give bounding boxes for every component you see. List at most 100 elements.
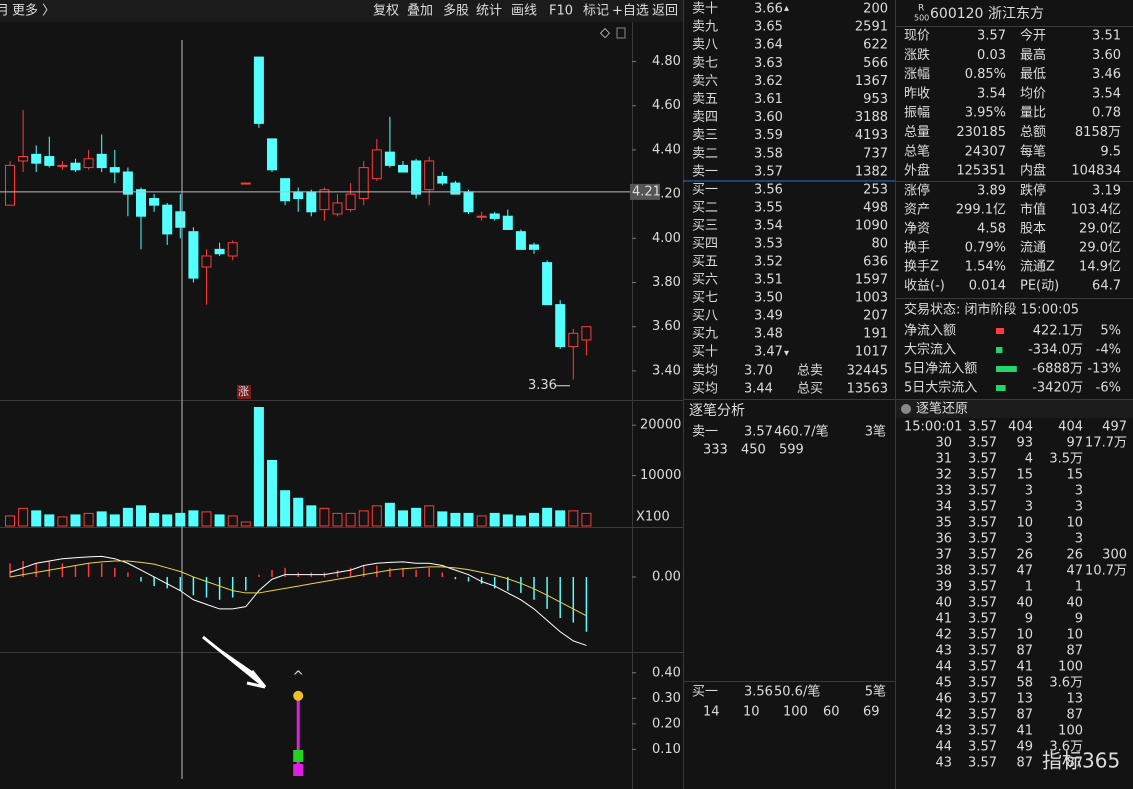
volume-bar bbox=[555, 510, 566, 527]
quote-value: 8158万 bbox=[1075, 125, 1121, 140]
trade-time: 44 bbox=[935, 740, 952, 755]
volume-bar bbox=[515, 515, 526, 527]
volume-bar bbox=[227, 515, 238, 527]
bid-volume: 207 bbox=[863, 309, 888, 324]
bid-label: 买十 bbox=[692, 345, 718, 360]
trade-price: 3.57 bbox=[968, 532, 997, 547]
toolbar-item[interactable]: F10 bbox=[549, 4, 573, 19]
candle-body bbox=[162, 204, 173, 235]
bid-volume: 498 bbox=[863, 201, 888, 216]
crosshair-label: 4.21 bbox=[632, 184, 661, 199]
trade-time: 46 bbox=[935, 692, 952, 707]
bid-price: 3.48 bbox=[754, 327, 783, 342]
quote-value: 3.89 bbox=[977, 184, 1006, 199]
volume-bar bbox=[358, 510, 369, 527]
quote-label: 今开 bbox=[1020, 28, 1046, 44]
volume-bar bbox=[319, 507, 330, 527]
trade-group: 3.5万 bbox=[1049, 452, 1083, 467]
ask-label: 卖十 bbox=[692, 2, 718, 17]
quote-badge: R bbox=[918, 4, 924, 14]
ask-price: 3.64 bbox=[754, 38, 783, 53]
quote-value: 3.51 bbox=[1092, 29, 1121, 44]
toolbar-item[interactable]: 统计 bbox=[476, 4, 502, 19]
bid-price: 3.47 bbox=[754, 345, 783, 360]
bid-label: 买二 bbox=[692, 201, 718, 216]
ask-price: 3.58 bbox=[754, 146, 783, 161]
bid-volume: 191 bbox=[863, 327, 888, 342]
volume-bar bbox=[96, 511, 107, 527]
candle-body bbox=[122, 171, 133, 195]
quote-value: 3.95% bbox=[965, 106, 1006, 121]
bid-arrow: ▾ bbox=[784, 348, 789, 359]
quote-label: 总量 bbox=[904, 125, 930, 140]
quote-value: 29.0亿 bbox=[1079, 222, 1121, 237]
ask-label: 卖四 bbox=[692, 110, 718, 125]
analysis-avg: 50.6/笔 bbox=[774, 684, 820, 700]
quote-value: 4.58 bbox=[977, 222, 1006, 237]
quote-label: 股本 bbox=[1020, 222, 1046, 237]
toolbar-bg bbox=[0, 0, 683, 22]
candle-body bbox=[293, 191, 304, 200]
toolbar-item[interactable]: 更多 〉 bbox=[12, 3, 55, 19]
y-tick-label: 4.00 bbox=[652, 231, 681, 246]
toolbar-item[interactable]: 画线 bbox=[511, 4, 537, 19]
trade-price: 3.57 bbox=[968, 420, 997, 435]
toolbar-item[interactable]: 复权 bbox=[373, 3, 399, 19]
candle-body bbox=[214, 248, 225, 255]
trade-volume: 93 bbox=[1016, 436, 1033, 451]
flow-bar bbox=[996, 347, 1003, 353]
trade-volume: 49 bbox=[1016, 740, 1033, 755]
ask-arrow: ▴ bbox=[784, 3, 789, 14]
analysis-avg: 460.7/笔 bbox=[774, 424, 829, 440]
analysis-label: 买一 bbox=[692, 685, 718, 700]
quote-label: 总额 bbox=[1020, 125, 1046, 140]
watermark: 指标365 bbox=[1042, 749, 1120, 773]
y-tick-label: 3.40 bbox=[652, 363, 681, 378]
stock-name: 浙江东方 bbox=[988, 6, 1044, 22]
quote-value: 3.54 bbox=[1092, 86, 1121, 101]
volume-bar bbox=[122, 507, 133, 527]
candle-body bbox=[188, 231, 199, 279]
volume-bar bbox=[306, 505, 317, 527]
toolbar-item[interactable]: 标记 bbox=[583, 4, 609, 19]
trade-price: 3.57 bbox=[968, 724, 997, 739]
quote-value: 230185 bbox=[956, 125, 1006, 140]
quote-value: 14.9亿 bbox=[1079, 260, 1121, 275]
summary-label: 总买 bbox=[797, 382, 823, 397]
analysis-size: 333 bbox=[703, 443, 728, 458]
y-tick-label: 0.40 bbox=[652, 665, 681, 680]
quote-label: 跌停 bbox=[1020, 183, 1046, 199]
ask-volume: 737 bbox=[863, 146, 888, 161]
icon: ◇ bbox=[600, 26, 610, 41]
volume-bar bbox=[489, 512, 500, 527]
flow-pct: 5% bbox=[1100, 324, 1121, 339]
quote-value: 104834 bbox=[1071, 164, 1121, 179]
trade-price: 3.57 bbox=[968, 612, 997, 627]
quote-label: 流通 bbox=[1020, 241, 1046, 256]
trade-group: 100 bbox=[1058, 660, 1083, 675]
toolbar-item[interactable]: +自选 bbox=[612, 4, 649, 19]
analysis-size: 599 bbox=[779, 443, 804, 458]
flow-pct: -6% bbox=[1096, 381, 1121, 396]
flow-label: 5日净流入额 bbox=[904, 362, 977, 377]
bid-label: 买九 bbox=[692, 327, 718, 342]
y-tick-label: 0.20 bbox=[652, 716, 681, 731]
y-tick-label: 3.60 bbox=[652, 319, 681, 334]
ask-volume: 4193 bbox=[855, 128, 888, 143]
trade-time: 33 bbox=[935, 484, 952, 499]
candle-body bbox=[358, 167, 369, 200]
trade-price: 3.57 bbox=[968, 596, 997, 611]
trade-group: 10 bbox=[1066, 516, 1083, 531]
quote-label: 昨收 bbox=[904, 86, 930, 101]
quote-label: 资产 bbox=[904, 203, 930, 218]
analysis-size: 69 bbox=[863, 705, 880, 720]
ask-volume: 622 bbox=[863, 38, 888, 53]
summary-label: 买均 bbox=[692, 382, 718, 397]
toolbar-item[interactable]: 返回 bbox=[652, 4, 678, 19]
toolbar-item[interactable]: 叠加 bbox=[407, 4, 433, 19]
candle-body bbox=[424, 160, 435, 191]
bid-label: 买六 bbox=[692, 273, 718, 288]
toolbar-item[interactable]: 多股 bbox=[443, 3, 469, 19]
flow-value: -3420万 bbox=[1032, 381, 1083, 396]
